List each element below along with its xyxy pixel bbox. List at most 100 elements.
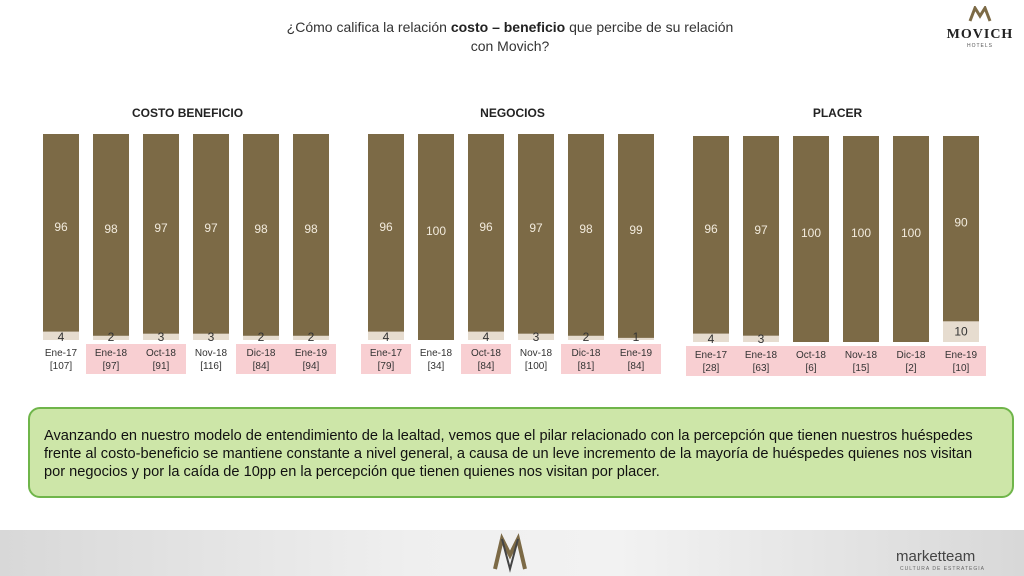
data-label-main: 97 xyxy=(204,221,218,235)
data-label-main: 98 xyxy=(104,222,118,236)
movich-logo: MOVICH HOTELS xyxy=(942,4,1018,49)
category-highlight xyxy=(836,346,886,376)
bar-secondary xyxy=(743,335,779,342)
bar-secondary xyxy=(93,335,129,340)
data-label-secondary: 3 xyxy=(158,330,165,344)
data-label-secondary: 1 xyxy=(633,330,640,344)
bar-main xyxy=(518,134,554,334)
category-highlight xyxy=(361,344,411,374)
bar-secondary xyxy=(618,337,654,340)
movich-logo-icon xyxy=(968,4,992,22)
logo-wordmark: MOVICH xyxy=(946,27,1014,42)
category-label: Dic-18 xyxy=(897,350,926,361)
category-highlight xyxy=(286,344,336,374)
data-label-secondary: 2 xyxy=(308,330,315,344)
bar-main xyxy=(243,134,279,336)
base-label: [34] xyxy=(428,361,445,372)
category-label: Ene-19 xyxy=(295,348,328,359)
bar-secondary xyxy=(943,321,979,342)
data-label-main: 90 xyxy=(954,216,968,230)
category-label: Ene-19 xyxy=(620,348,653,359)
data-label-secondary: 3 xyxy=(533,330,540,344)
base-label: [10] xyxy=(953,363,970,374)
bar-secondary xyxy=(143,333,179,340)
bar-secondary xyxy=(43,331,79,340)
bar-main xyxy=(93,134,129,336)
bar-main xyxy=(468,134,504,332)
data-label-main: 96 xyxy=(479,220,493,234)
category-label: Ene-18 xyxy=(95,348,128,359)
data-label-main: 100 xyxy=(851,226,871,240)
category-highlight xyxy=(461,344,511,374)
category-highlight xyxy=(886,346,936,376)
data-label-secondary: 2 xyxy=(108,330,115,344)
data-label-main: 100 xyxy=(426,224,446,238)
base-label: [100] xyxy=(525,361,547,372)
category-highlight xyxy=(611,344,661,374)
base-label: [84] xyxy=(478,361,495,372)
bar-main xyxy=(843,136,879,342)
data-label-secondary: 4 xyxy=(383,330,390,344)
category-label: Ene-18 xyxy=(420,348,453,359)
bar-secondary xyxy=(693,333,729,342)
base-label: [81] xyxy=(578,361,595,372)
footer-movich-icon xyxy=(493,533,527,573)
bar-main xyxy=(368,134,404,332)
bar-main xyxy=(293,134,329,336)
category-label: Nov-18 xyxy=(845,350,878,361)
data-label-main: 96 xyxy=(704,222,718,236)
insight-callout: Avanzando en nuestro modelo de entendimi… xyxy=(28,407,1014,498)
category-highlight xyxy=(736,346,786,376)
category-highlight xyxy=(786,346,836,376)
base-label: [28] xyxy=(703,363,720,374)
chart-title-negocios: NEGOCIOS xyxy=(480,106,545,120)
slide-title: ¿Cómo califica la relación costo – benef… xyxy=(286,19,734,54)
data-label-main: 97 xyxy=(529,221,543,235)
bar-main xyxy=(568,134,604,336)
base-label: [97] xyxy=(103,361,120,372)
base-label: [107] xyxy=(50,361,72,372)
data-label-secondary: 10 xyxy=(954,325,968,339)
bar-main xyxy=(693,136,729,334)
data-label-main: 98 xyxy=(254,222,268,236)
data-label-main: 100 xyxy=(901,226,921,240)
category-highlight xyxy=(936,346,986,376)
base-label: [84] xyxy=(628,361,645,372)
category-highlight xyxy=(686,346,736,376)
bar-main xyxy=(793,136,829,342)
data-label-secondary: 3 xyxy=(208,330,215,344)
bar-main xyxy=(143,134,179,334)
category-label: Oct-18 xyxy=(146,348,176,359)
base-label: [63] xyxy=(753,363,770,374)
data-label-secondary: 3 xyxy=(758,332,765,346)
bar-main xyxy=(418,134,454,340)
category-label: Ene-17 xyxy=(45,348,78,359)
category-label: Dic-18 xyxy=(247,348,276,359)
category-label: Ene-17 xyxy=(370,348,403,359)
bar-secondary xyxy=(468,331,504,340)
base-label: [116] xyxy=(200,361,222,372)
data-label-main: 98 xyxy=(579,222,593,236)
data-label-main: 97 xyxy=(754,223,768,237)
base-label: [79] xyxy=(378,361,395,372)
category-label: Ene-19 xyxy=(945,350,978,361)
chart-title-placer: PLACER xyxy=(812,106,863,120)
data-label-main: 96 xyxy=(379,220,393,234)
bar-main xyxy=(743,136,779,336)
data-label-secondary: 4 xyxy=(58,330,65,344)
base-label: [94] xyxy=(303,361,320,372)
bar-main xyxy=(618,134,654,338)
footer-brand: marketteam xyxy=(896,548,976,565)
insight-text: Avanzando en nuestro modelo de entendimi… xyxy=(44,428,973,480)
category-label: Nov-18 xyxy=(520,348,553,359)
charts-canvas: 96 4 Ene-17 [107] 98 2 Ene-18 [97] 97 3 Oct-18 [91]… xyxy=(43,134,986,376)
data-label-main: 100 xyxy=(801,226,821,240)
data-label-main: 99 xyxy=(629,223,643,237)
category-highlight xyxy=(561,344,611,374)
data-label-secondary: 4 xyxy=(483,330,490,344)
data-label-secondary: 2 xyxy=(258,330,265,344)
bar-main xyxy=(43,134,79,332)
category-highlight xyxy=(236,344,286,374)
chart-title-costo-beneficio: COSTO BENEFICIO xyxy=(131,106,244,120)
bar-secondary xyxy=(368,331,404,340)
